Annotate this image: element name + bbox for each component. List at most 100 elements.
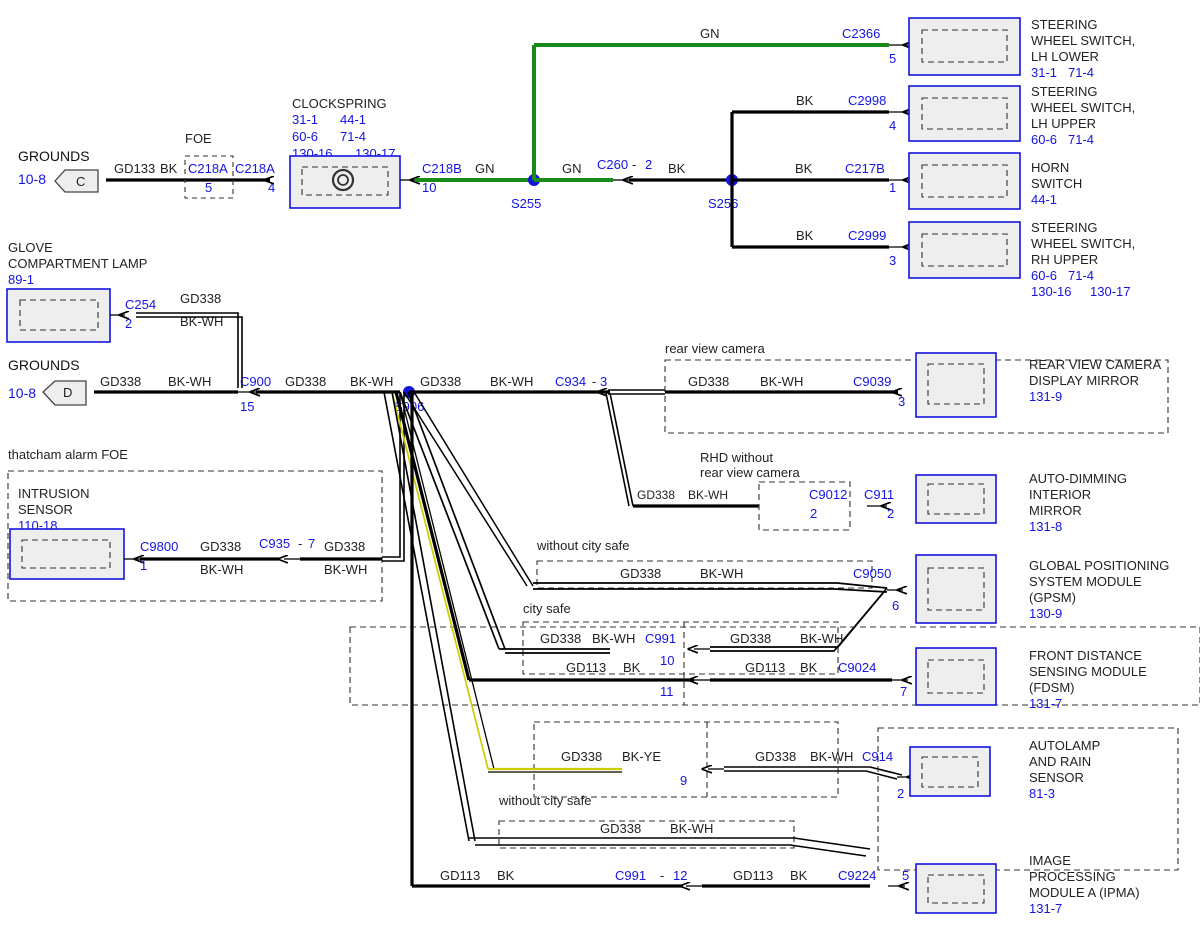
svg-text:C935: C935	[259, 536, 290, 551]
svg-text:COMPARTMENT LAMP: COMPARTMENT LAMP	[8, 256, 147, 271]
svg-text:S256: S256	[708, 196, 738, 211]
svg-text:130-17: 130-17	[1090, 284, 1130, 299]
svg-text:REAR VIEW CAMERA: REAR VIEW CAMERA	[1029, 357, 1162, 372]
svg-text:SYSTEM MODULE: SYSTEM MODULE	[1029, 574, 1142, 589]
svg-text:AUTO-DIMMING: AUTO-DIMMING	[1029, 471, 1127, 486]
svg-text:GN: GN	[700, 26, 720, 41]
svg-text:BK-WH: BK-WH	[592, 631, 635, 646]
svg-text:GD338: GD338	[285, 374, 326, 389]
svg-text:C9224: C9224	[838, 868, 876, 883]
svg-text:GD338: GD338	[180, 291, 221, 306]
svg-text:12: 12	[673, 868, 687, 883]
svg-text:130-16: 130-16	[1031, 284, 1071, 299]
svg-text:71-4: 71-4	[1068, 268, 1094, 283]
svg-text:31-1: 31-1	[1031, 65, 1057, 80]
svg-text:5: 5	[889, 51, 896, 66]
svg-text:BK: BK	[497, 868, 515, 883]
svg-text:GD338: GD338	[540, 631, 581, 646]
svg-text:130-9: 130-9	[1029, 606, 1062, 621]
svg-text:BK: BK	[796, 93, 814, 108]
svg-text:2: 2	[887, 506, 894, 521]
svg-text:IMAGE: IMAGE	[1029, 853, 1071, 868]
svg-text:BK-WH: BK-WH	[670, 821, 713, 836]
svg-text:INTERIOR: INTERIOR	[1029, 487, 1091, 502]
svg-text:131-9: 131-9	[1029, 389, 1062, 404]
svg-text:BK: BK	[800, 660, 818, 675]
svg-text:131-7: 131-7	[1029, 901, 1062, 916]
svg-text:BK-WH: BK-WH	[200, 562, 243, 577]
svg-text:GD133: GD133	[114, 161, 155, 176]
svg-text:MODULE A (IPMA): MODULE A (IPMA)	[1029, 885, 1140, 900]
svg-text:2: 2	[897, 786, 904, 801]
svg-text:(FDSM): (FDSM)	[1029, 680, 1075, 695]
svg-text:rear view camera: rear view camera	[700, 465, 800, 480]
svg-text:C900: C900	[240, 374, 271, 389]
svg-text:RH UPPER: RH UPPER	[1031, 252, 1098, 267]
svg-text:BK: BK	[668, 161, 686, 176]
svg-text:GD338: GD338	[324, 539, 365, 554]
svg-text:31-1: 31-1	[292, 112, 318, 127]
svg-text:44-1: 44-1	[1031, 192, 1057, 207]
svg-text:C911: C911	[864, 487, 894, 502]
svg-text:BK-WH: BK-WH	[350, 374, 393, 389]
svg-text:GD338: GD338	[755, 749, 796, 764]
svg-text:C9050: C9050	[853, 566, 891, 581]
svg-text:1: 1	[889, 180, 896, 195]
svg-text:C991: C991	[615, 868, 646, 883]
svg-text:BK-WH: BK-WH	[800, 631, 843, 646]
svg-text:71-4: 71-4	[340, 129, 366, 144]
svg-text:FRONT DISTANCE: FRONT DISTANCE	[1029, 648, 1142, 663]
svg-text:C217B: C217B	[845, 161, 885, 176]
svg-text:GD113: GD113	[733, 868, 773, 883]
svg-text:GD338: GD338	[420, 374, 461, 389]
svg-text:5: 5	[205, 180, 212, 195]
svg-text:BK-WH: BK-WH	[810, 749, 853, 764]
svg-text:-: -	[632, 157, 636, 172]
svg-text:GN: GN	[475, 161, 495, 176]
svg-text:4: 4	[889, 118, 896, 133]
svg-text:C2366: C2366	[842, 26, 880, 41]
svg-text:GROUNDS: GROUNDS	[8, 357, 80, 373]
svg-text:15: 15	[240, 399, 254, 414]
svg-text:-: -	[660, 868, 664, 883]
svg-text:FOE: FOE	[185, 131, 212, 146]
svg-text:5: 5	[902, 868, 909, 883]
svg-text:GD338: GD338	[100, 374, 141, 389]
svg-text:C218A: C218A	[235, 161, 275, 176]
svg-text:BK-WH: BK-WH	[700, 566, 743, 581]
svg-text:BK: BK	[795, 161, 813, 176]
svg-text:71-4: 71-4	[1068, 132, 1094, 147]
svg-text:STEERING: STEERING	[1031, 17, 1097, 32]
svg-text:C2999: C2999	[848, 228, 886, 243]
svg-text:LH LOWER: LH LOWER	[1031, 49, 1099, 64]
svg-text:4: 4	[268, 180, 275, 195]
svg-text:7: 7	[900, 684, 907, 699]
svg-text:10-8: 10-8	[18, 171, 46, 187]
svg-text:60-6: 60-6	[1031, 268, 1057, 283]
svg-text:2: 2	[125, 316, 132, 331]
svg-text:SWITCH: SWITCH	[1031, 176, 1082, 191]
svg-text:GD338: GD338	[688, 374, 729, 389]
svg-text:44-1: 44-1	[340, 112, 366, 127]
svg-text:SENSOR: SENSOR	[1029, 770, 1084, 785]
svg-text:PROCESSING: PROCESSING	[1029, 869, 1116, 884]
svg-text:D: D	[63, 385, 72, 400]
svg-text:BK-WH: BK-WH	[324, 562, 367, 577]
svg-text:HORN: HORN	[1031, 160, 1069, 175]
svg-text:without city safe: without city safe	[498, 793, 592, 808]
svg-text:10: 10	[660, 653, 674, 668]
svg-text:C991: C991	[645, 631, 676, 646]
svg-text:GD338: GD338	[561, 749, 602, 764]
svg-text:11: 11	[660, 684, 674, 699]
svg-text:BK: BK	[796, 228, 814, 243]
svg-text:7: 7	[308, 536, 315, 551]
svg-text:3: 3	[898, 394, 905, 409]
svg-text:GD338: GD338	[200, 539, 241, 554]
svg-text:WHEEL SWITCH,: WHEEL SWITCH,	[1031, 236, 1135, 251]
svg-text:GD338: GD338	[730, 631, 771, 646]
svg-text:BK-YE: BK-YE	[622, 749, 661, 764]
svg-text:(GPSM): (GPSM)	[1029, 590, 1076, 605]
svg-text:WHEEL SWITCH,: WHEEL SWITCH,	[1031, 33, 1135, 48]
svg-text:city safe: city safe	[523, 601, 571, 616]
svg-text:SENSING MODULE: SENSING MODULE	[1029, 664, 1147, 679]
